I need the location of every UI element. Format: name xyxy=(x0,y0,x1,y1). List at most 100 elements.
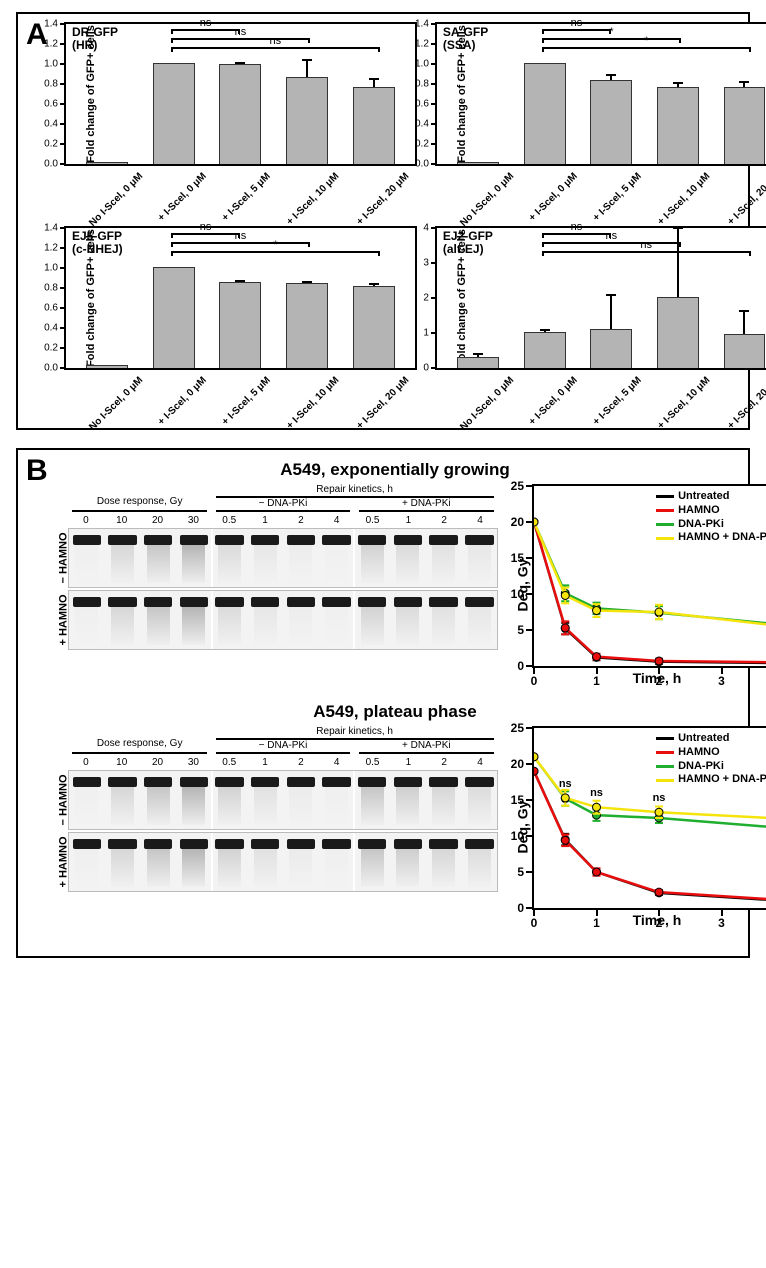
ytick-label: 0.6 xyxy=(44,99,58,110)
legend-row: HAMNO xyxy=(656,504,766,518)
gel-smear xyxy=(111,849,134,887)
gel-smear xyxy=(396,607,419,645)
legend-label: HAMNO + DNA-PKi xyxy=(678,531,766,545)
gel-row: + HAMNO xyxy=(68,590,498,650)
legend-swatch xyxy=(656,737,674,740)
legend-label: HAMNO xyxy=(678,504,720,518)
legend-swatch xyxy=(656,495,674,498)
gel-band xyxy=(108,535,137,545)
gel-band xyxy=(358,597,387,607)
gel-row-label: + HAMNO xyxy=(58,836,70,887)
legend-row: Untreated xyxy=(656,490,766,504)
panel-b-section: A549, plateau phase Dose response, GyRepa… xyxy=(48,702,742,928)
bar-chart: 0.00.20.40.60.81.01.21.4Fold change of G… xyxy=(64,22,417,216)
ns-label: ns xyxy=(559,778,572,790)
gel-headers: Dose response, GyRepair kinetics, h− DNA… xyxy=(68,484,498,528)
gel-group-label: − DNA-PKi xyxy=(211,498,354,509)
legend-swatch xyxy=(656,523,674,526)
gel-smear xyxy=(289,545,312,583)
gel-smear xyxy=(147,849,170,887)
gel-group-label: − DNA-PKi xyxy=(211,740,354,751)
lane-label: 10 xyxy=(104,757,140,768)
x-axis-label: Time, h xyxy=(532,912,766,928)
gel-band xyxy=(73,839,102,849)
legend-swatch xyxy=(656,537,674,540)
gel-strip xyxy=(68,770,498,830)
lane-label: 2 xyxy=(426,757,462,768)
x-label: + I-Scel, 0 μM xyxy=(527,375,606,454)
gel-smear xyxy=(147,545,170,583)
x-labels: No I-Scel, 0 μM+ I-Scel, 0 μM+ I-Scel, 5… xyxy=(64,168,417,216)
gel-band xyxy=(394,597,423,607)
gel-band xyxy=(429,597,458,607)
lane-label: 2 xyxy=(283,757,319,768)
figure-root: A 0.00.20.40.60.81.01.21.4Fold change of… xyxy=(0,0,766,996)
gel-strip xyxy=(68,528,498,588)
gel-band xyxy=(394,777,423,787)
gel-smear xyxy=(75,607,98,645)
lane-label: 0.5 xyxy=(211,515,247,526)
gel-band xyxy=(287,535,316,545)
gel-band xyxy=(322,597,351,607)
ytick-label: 1.4 xyxy=(44,223,58,234)
ytick-label: 0.2 xyxy=(44,139,58,150)
legend: UntreatedHAMNODNA-PKiHAMNO + DNA-PKi xyxy=(656,732,766,787)
ytick-label: 0.6 xyxy=(44,303,58,314)
panel-a: A 0.00.20.40.60.81.01.21.4Fold change of… xyxy=(16,12,750,430)
gel-smear xyxy=(361,545,384,583)
gel-block: Dose response, GyRepair kinetics, h− DNA… xyxy=(68,726,498,894)
y-axis-label: Deq, Gy xyxy=(514,559,530,612)
significance-bracket: ns xyxy=(66,24,415,164)
lane-label: 0.5 xyxy=(211,757,247,768)
gel-band xyxy=(180,839,209,849)
chart-area: 0.00.20.40.60.81.01.21.4Fold change of G… xyxy=(435,22,766,166)
legend-row: HAMNO + DNA-PKi xyxy=(656,773,766,787)
gel-group-label: Dose response, Gy xyxy=(68,738,211,749)
gel-smear xyxy=(468,607,491,645)
gel-smear xyxy=(432,787,455,825)
xtick-label: 3 xyxy=(718,916,725,930)
gel-band xyxy=(358,535,387,545)
ytick-label: 0.8 xyxy=(415,79,429,90)
legend-label: HAMNO + DNA-PKi xyxy=(678,773,766,787)
gel-row-label: + HAMNO xyxy=(58,594,70,645)
ytick-label: 20 xyxy=(511,757,524,771)
gel-band xyxy=(73,597,102,607)
gel-smear xyxy=(147,607,170,645)
gel-band xyxy=(465,839,494,849)
gel-smear xyxy=(325,787,348,825)
lane-label: 1 xyxy=(390,515,426,526)
chart-title: EJ5-GFP(c-NHEJ) xyxy=(72,230,123,256)
gel-smear xyxy=(254,607,277,645)
gel-row: − HAMNO xyxy=(68,528,498,588)
ytick-label: 0.0 xyxy=(44,363,58,374)
gel-row: + HAMNO xyxy=(68,832,498,892)
gel-band xyxy=(251,839,280,849)
gel-band xyxy=(108,597,137,607)
line-chart-container: Deq, Gy051015202501234UntreatedHAMNODNA-… xyxy=(504,726,766,928)
lane-label: 1 xyxy=(390,757,426,768)
legend-label: Untreated xyxy=(678,490,729,504)
legend-swatch xyxy=(656,779,674,782)
panel-b-row: Dose response, GyRepair kinetics, h− DNA… xyxy=(48,726,742,928)
gel-band xyxy=(180,535,209,545)
gel-smear xyxy=(218,849,241,887)
ytick-label: 0.0 xyxy=(415,159,429,170)
lane-label: 4 xyxy=(319,515,355,526)
gel-band xyxy=(144,597,173,607)
ytick-label: 0.4 xyxy=(44,323,58,334)
bar-chart: 0.00.20.40.60.81.01.21.4Fold change of G… xyxy=(435,22,766,216)
gel-headers: Dose response, GyRepair kinetics, h− DNA… xyxy=(68,726,498,770)
lane-label: 4 xyxy=(319,757,355,768)
ytick-label: 15 xyxy=(511,551,524,565)
ytick-label: 5 xyxy=(517,865,524,879)
gel-band xyxy=(358,777,387,787)
ytick-label: 25 xyxy=(511,479,524,493)
gel-smear xyxy=(432,849,455,887)
gel-smear xyxy=(396,787,419,825)
legend-label: DNA-PKi xyxy=(678,518,724,532)
section-title: A549, plateau phase xyxy=(48,702,742,722)
xtick-label: 1 xyxy=(593,674,600,688)
legend-swatch xyxy=(656,765,674,768)
gel-band xyxy=(394,839,423,849)
